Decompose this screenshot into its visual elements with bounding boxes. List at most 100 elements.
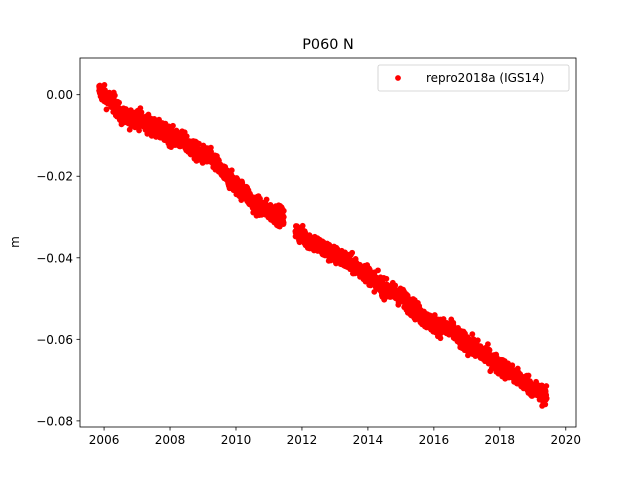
data-point: [536, 389, 543, 396]
legend: repro2018a (IGS14): [377, 64, 570, 92]
data-point: [430, 320, 437, 326]
data-point: [490, 358, 497, 365]
data-point: [477, 348, 483, 355]
scatter-point: [263, 196, 270, 203]
data-point: [203, 152, 210, 159]
scatter-point: [486, 347, 493, 354]
scatter-point: [474, 337, 481, 344]
scatter-point: [367, 282, 374, 289]
scatter-point: [280, 219, 287, 226]
data-point: [216, 165, 223, 171]
data-point: [516, 377, 523, 384]
data-point: [523, 379, 530, 386]
data-point: [196, 150, 203, 157]
data-point: [371, 277, 378, 284]
data-point: [242, 189, 249, 196]
data-point: [312, 240, 319, 247]
data-point: [229, 179, 236, 186]
data-point: [150, 124, 157, 131]
data-point: [384, 287, 391, 294]
data-point: [543, 395, 550, 402]
x-tick-label: 2016: [419, 433, 450, 447]
data-point: [483, 352, 490, 359]
scatter-point: [101, 81, 108, 88]
scatter-point: [371, 288, 378, 295]
data-point: [177, 136, 183, 143]
data-point: [325, 248, 332, 255]
scatter-point: [183, 133, 190, 140]
data-point: [299, 232, 305, 239]
data-point: [117, 112, 124, 118]
scatter-points: [96, 81, 550, 409]
x-tick-label: 2018: [485, 433, 516, 447]
data-point: [332, 252, 338, 259]
data-point: [510, 371, 516, 377]
scatter-point: [525, 372, 532, 379]
scatter-point: [383, 275, 390, 282]
x-tick-label: 2020: [551, 433, 582, 447]
legend-marker: [395, 75, 401, 81]
data-point: [104, 95, 111, 102]
scatter-point: [542, 401, 549, 408]
scatter-point: [103, 106, 110, 113]
data-point: [318, 244, 325, 251]
x-tick-label: 2012: [287, 433, 318, 447]
data-point: [444, 326, 450, 333]
data-point: [170, 134, 177, 141]
data-point: [503, 367, 510, 373]
scatter-point: [196, 140, 202, 147]
data-point: [437, 324, 444, 330]
plot-frame: [79, 57, 577, 428]
data-point: [111, 99, 117, 106]
data-point: [275, 212, 282, 218]
scatter-point: [280, 207, 287, 214]
data-point: [424, 318, 431, 324]
scatter-point: [299, 222, 306, 229]
scatter-point: [228, 167, 235, 174]
data-point: [144, 120, 150, 127]
data-point: [210, 157, 216, 163]
y-tick-label: −0.02: [36, 170, 73, 184]
axes: 2006 2008 2010 2012 2014 2016 2018 2020 0.00 −0.0…: [36, 57, 582, 447]
data-point: [411, 305, 417, 312]
scatter-point: [138, 109, 145, 116]
data-point: [190, 146, 197, 153]
data-point: [137, 116, 144, 123]
data-point: [397, 293, 404, 300]
y-tick-label: −0.04: [36, 251, 73, 265]
data-point: [124, 116, 131, 123]
scatter-point: [543, 383, 550, 389]
y-axis-label: m: [8, 236, 22, 248]
data-point: [404, 299, 411, 306]
scatter-point: [375, 267, 381, 274]
x-tick-label: 2010: [221, 433, 252, 447]
data-point: [249, 199, 256, 206]
data-point: [345, 258, 352, 265]
data-point: [262, 205, 269, 212]
data-point: [236, 185, 243, 192]
scatter-point: [207, 144, 214, 151]
data-point: [338, 254, 345, 261]
data-point: [256, 203, 262, 210]
x-tick-label: 2008: [155, 433, 186, 447]
data-point: [463, 340, 470, 347]
data-point: [163, 130, 170, 137]
scatter-point: [193, 157, 200, 164]
data-point: [378, 283, 384, 290]
scatter-point: [469, 331, 476, 338]
data-point: [157, 128, 164, 135]
data-point: [529, 385, 536, 392]
data-point: [457, 336, 464, 343]
data-point: [391, 289, 398, 296]
scatter-point: [111, 92, 118, 99]
data-point: [223, 173, 230, 180]
data-point: [269, 210, 276, 216]
data-point: [280, 214, 287, 220]
scatter-point: [116, 99, 122, 106]
data-point: [99, 89, 106, 96]
data-point: [305, 236, 312, 243]
scatter-point: [437, 335, 444, 342]
data-point: [130, 114, 137, 121]
chart-title: P060 N: [302, 37, 354, 53]
